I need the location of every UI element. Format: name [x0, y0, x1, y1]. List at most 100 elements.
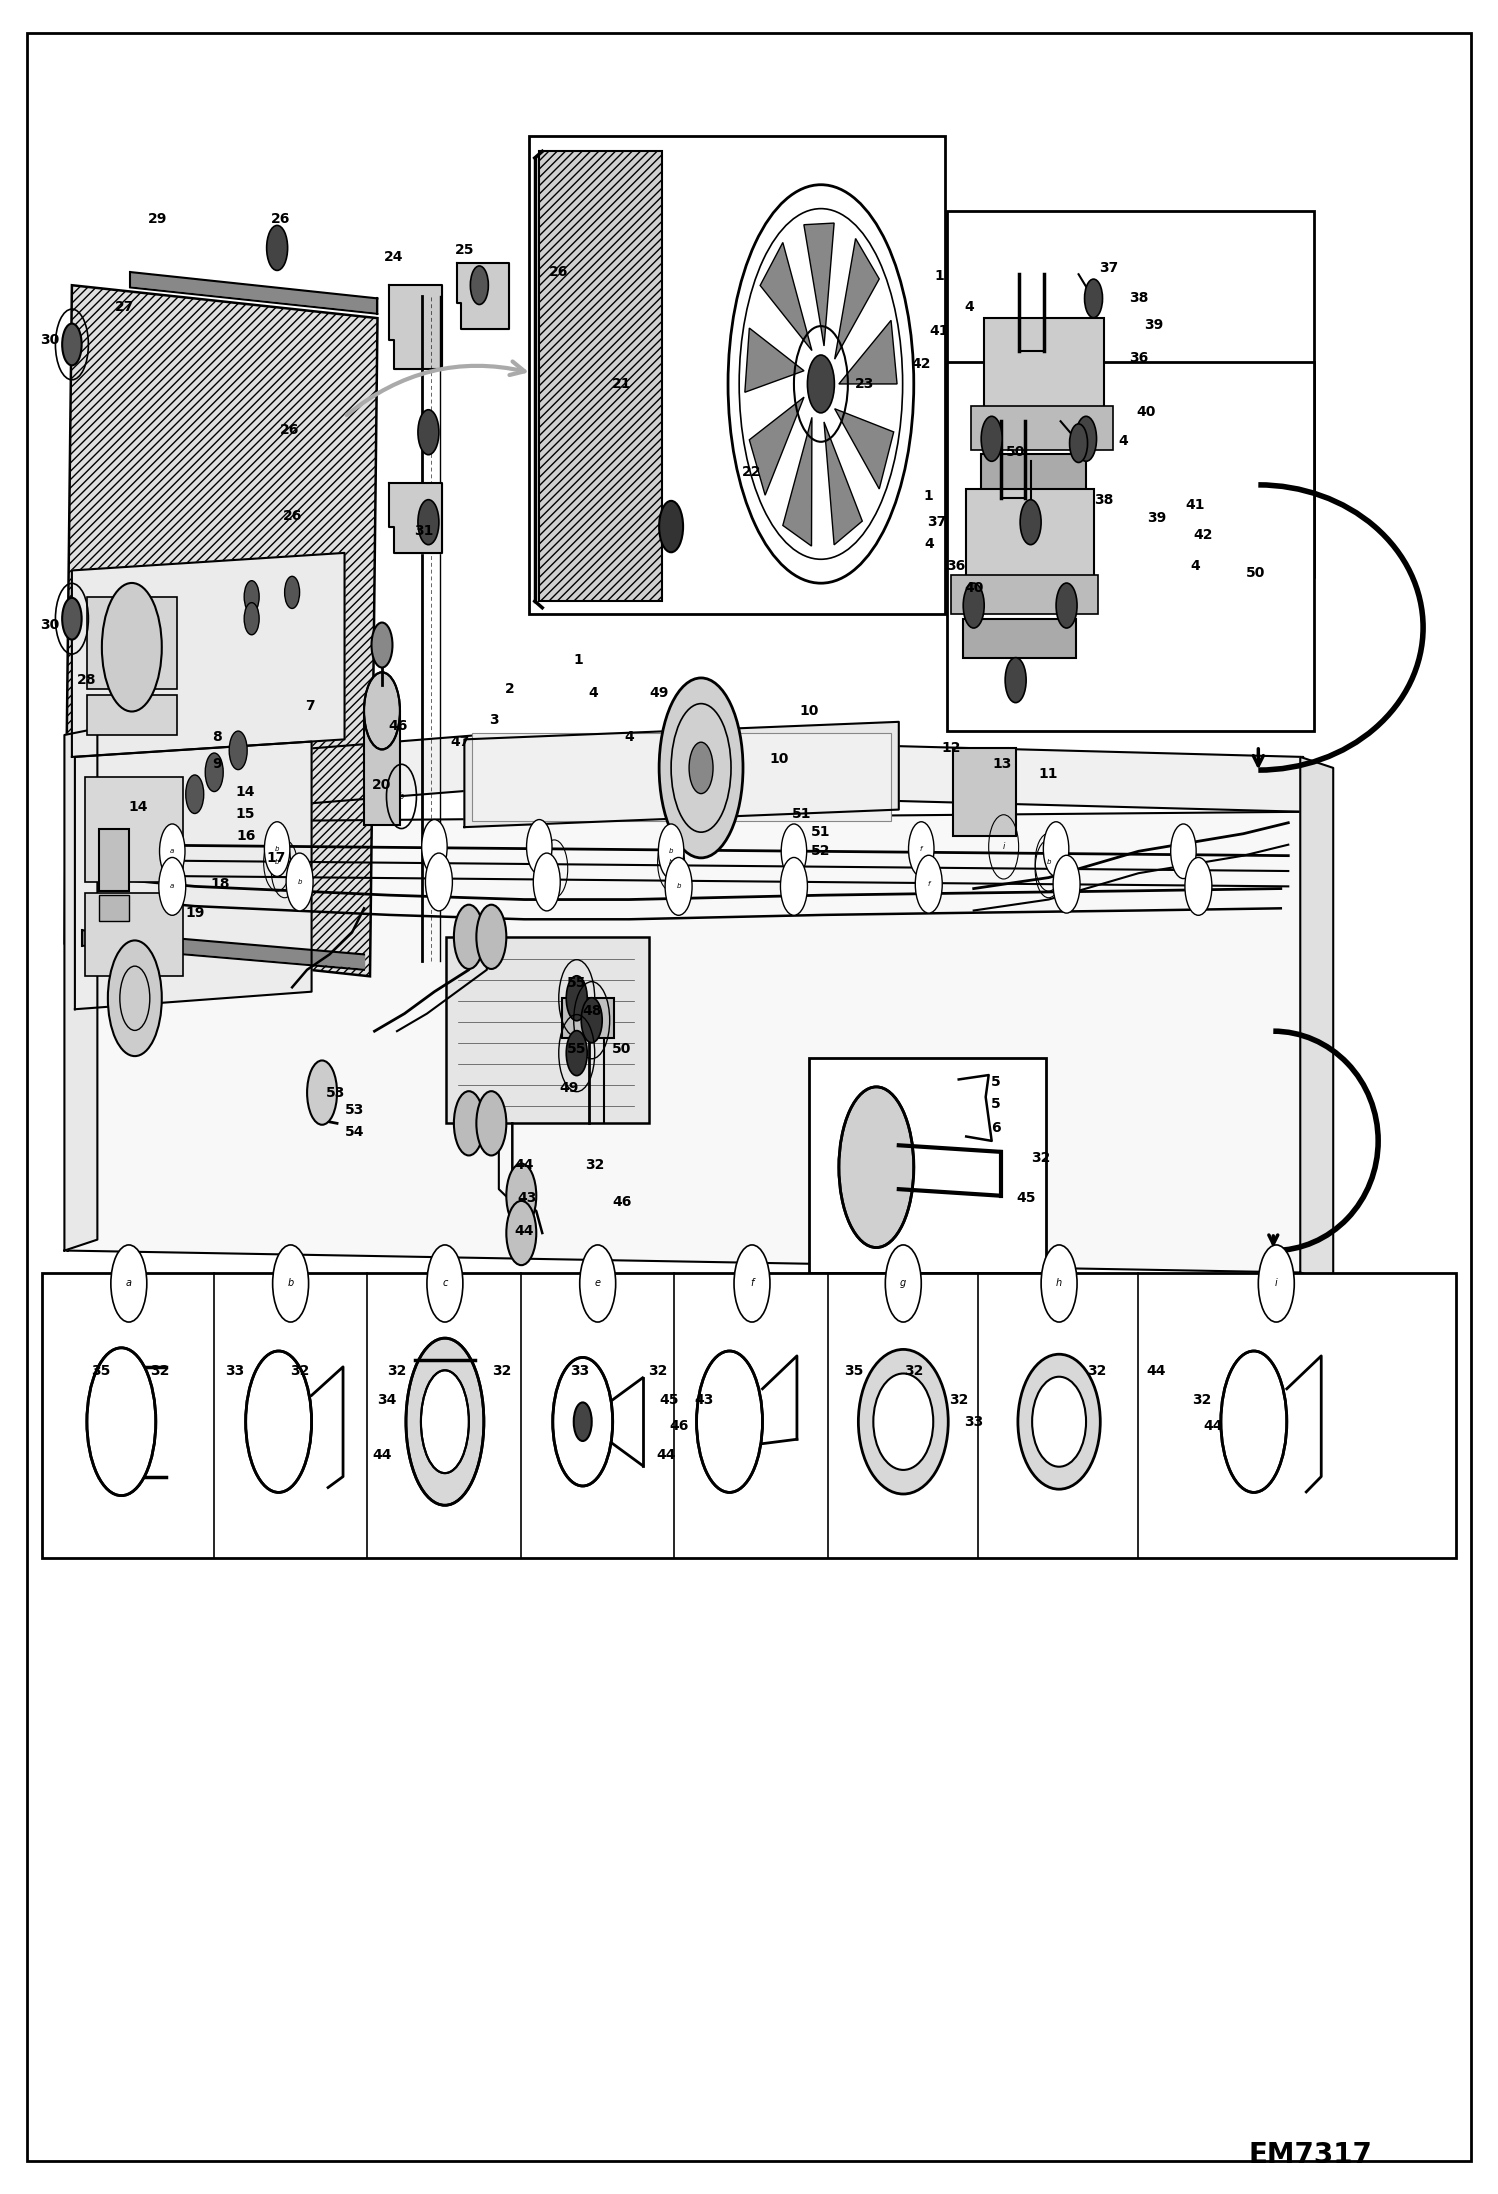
Text: 52: 52	[810, 845, 831, 858]
Bar	[85, 777, 183, 882]
Text: 32: 32	[586, 1158, 604, 1172]
Text: 32: 32	[1088, 1365, 1106, 1378]
Text: 26: 26	[550, 265, 568, 279]
Ellipse shape	[533, 853, 560, 911]
Ellipse shape	[454, 1090, 484, 1156]
Bar	[971, 406, 1113, 450]
Polygon shape	[64, 728, 97, 1251]
Text: 32: 32	[905, 1365, 923, 1378]
Bar	[953, 748, 1016, 836]
Text: 19: 19	[186, 906, 204, 919]
Text: 35: 35	[845, 1365, 863, 1378]
Bar	[87, 597, 177, 689]
Text: 5: 5	[992, 1097, 1001, 1110]
Ellipse shape	[61, 323, 81, 366]
Ellipse shape	[364, 671, 400, 750]
Bar	[963, 619, 1076, 658]
Text: 11: 11	[1038, 768, 1059, 781]
Text: 14: 14	[235, 785, 256, 799]
Ellipse shape	[476, 1090, 506, 1156]
Polygon shape	[1300, 757, 1333, 1283]
Text: 32: 32	[388, 1365, 406, 1378]
Text: 27: 27	[115, 301, 133, 314]
Text: 3: 3	[490, 713, 499, 726]
Bar	[42, 1273, 1456, 1558]
Polygon shape	[759, 244, 812, 351]
Bar	[981, 454, 1086, 494]
Text: 32: 32	[950, 1393, 968, 1406]
Ellipse shape	[908, 823, 935, 875]
Text: 10: 10	[770, 753, 788, 766]
Polygon shape	[839, 320, 897, 384]
Text: 22: 22	[742, 465, 762, 478]
Bar	[984, 318, 1104, 417]
Ellipse shape	[1043, 823, 1068, 875]
Bar	[85, 893, 183, 976]
Ellipse shape	[780, 858, 807, 915]
Bar	[472, 733, 891, 821]
Text: 55: 55	[566, 1042, 587, 1055]
Text: 50: 50	[1007, 445, 1025, 459]
Text: 32: 32	[291, 1365, 309, 1378]
Bar	[947, 362, 1314, 731]
Text: 1: 1	[924, 489, 933, 502]
Text: f: f	[927, 882, 930, 886]
Text: 37: 37	[1100, 261, 1118, 274]
Text: 9: 9	[213, 757, 222, 770]
Polygon shape	[389, 483, 442, 553]
Ellipse shape	[1056, 584, 1077, 627]
Text: 26: 26	[283, 509, 301, 522]
Text: 49: 49	[560, 1082, 578, 1095]
Text: 30: 30	[40, 619, 58, 632]
Text: 31: 31	[415, 524, 433, 538]
Ellipse shape	[1171, 825, 1197, 878]
Text: 41: 41	[1185, 498, 1206, 511]
Bar	[951, 575, 1098, 614]
Text: 51: 51	[810, 825, 831, 838]
Text: b: b	[274, 847, 280, 851]
Polygon shape	[67, 735, 1303, 823]
Ellipse shape	[372, 623, 392, 667]
Text: 7: 7	[306, 700, 315, 713]
Ellipse shape	[264, 823, 291, 875]
Text: 44: 44	[372, 1448, 392, 1461]
Polygon shape	[745, 329, 804, 393]
Text: 25: 25	[454, 244, 475, 257]
Text: 35: 35	[91, 1365, 109, 1378]
Text: 32: 32	[649, 1365, 667, 1378]
Text: 55: 55	[566, 976, 587, 989]
Text: 44: 44	[514, 1158, 535, 1172]
Text: 50: 50	[1246, 566, 1264, 579]
Text: b: b	[288, 1279, 294, 1288]
Text: 54: 54	[345, 1126, 366, 1139]
Text: a: a	[126, 1279, 132, 1288]
Ellipse shape	[244, 581, 259, 612]
Ellipse shape	[807, 355, 834, 412]
Text: 36: 36	[1129, 351, 1147, 364]
Text: 23: 23	[855, 377, 873, 391]
Text: 47: 47	[451, 735, 469, 748]
Ellipse shape	[1032, 1376, 1086, 1468]
Text: 18: 18	[210, 878, 231, 891]
Ellipse shape	[205, 753, 223, 792]
Text: f: f	[750, 1279, 753, 1288]
Text: 14: 14	[127, 801, 148, 814]
Text: 10: 10	[800, 704, 818, 717]
Text: 12: 12	[941, 742, 962, 755]
Ellipse shape	[1258, 1244, 1294, 1323]
Bar	[87, 695, 177, 735]
Ellipse shape	[427, 1244, 463, 1323]
Text: i: i	[1275, 1279, 1278, 1288]
Ellipse shape	[566, 1031, 587, 1075]
Ellipse shape	[108, 941, 162, 1055]
Text: b: b	[1046, 860, 1052, 864]
Ellipse shape	[689, 742, 713, 794]
Bar	[446, 937, 649, 1123]
Text: 2: 2	[505, 682, 514, 695]
Bar	[364, 711, 400, 825]
Ellipse shape	[102, 584, 162, 711]
Text: 1: 1	[574, 654, 583, 667]
Polygon shape	[824, 421, 863, 544]
Text: 4: 4	[625, 731, 634, 744]
Text: 4: 4	[589, 687, 598, 700]
